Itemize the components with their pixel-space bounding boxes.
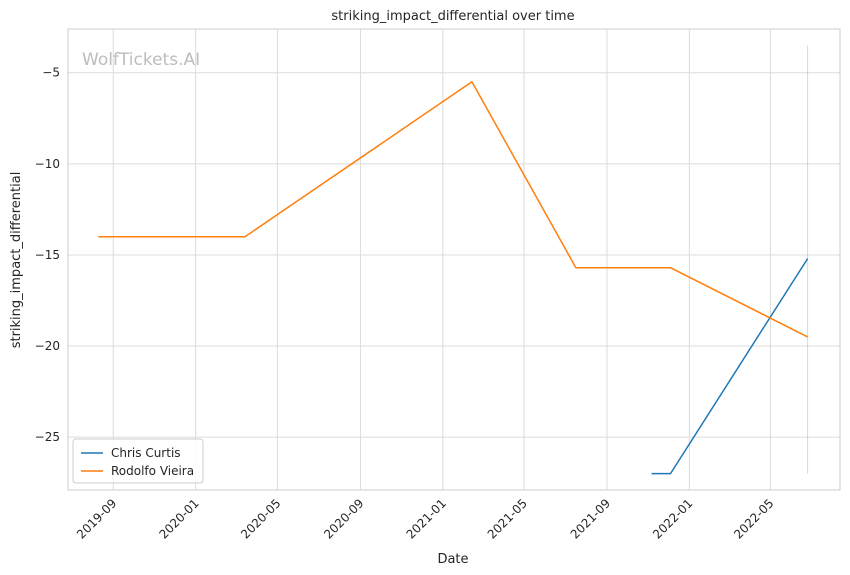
y-axis-title: striking_impact_differential (9, 172, 24, 349)
series-line-rodolfo-vieira (98, 81, 808, 338)
legend-box (72, 438, 204, 484)
watermark: WolfTickets.AI (82, 50, 200, 70)
series-layer (98, 45, 809, 475)
y-axis-ticks: −25 −20 −15 −10 −5 (35, 66, 60, 444)
chart-title: striking_impact_differential over time (331, 9, 574, 24)
y-tick-label: −5 (42, 66, 60, 80)
legend-label-chris-curtis: Chris Curtis (111, 446, 181, 460)
y-tick-label: −20 (35, 339, 60, 353)
grid-lines (68, 29, 840, 490)
plot-area-frame (67, 28, 841, 491)
y-tick-label: −25 (35, 430, 60, 444)
legend: Chris Curtis Rodolfo Vieira (72, 438, 204, 484)
y-tick-label: −15 (35, 248, 60, 262)
legend-label-rodolfo-vieira: Rodolfo Vieira (111, 464, 194, 478)
y-tick-label: −10 (35, 157, 60, 171)
series-line-chris-curtis (651, 258, 809, 475)
x-axis-title: Date (437, 552, 468, 567)
